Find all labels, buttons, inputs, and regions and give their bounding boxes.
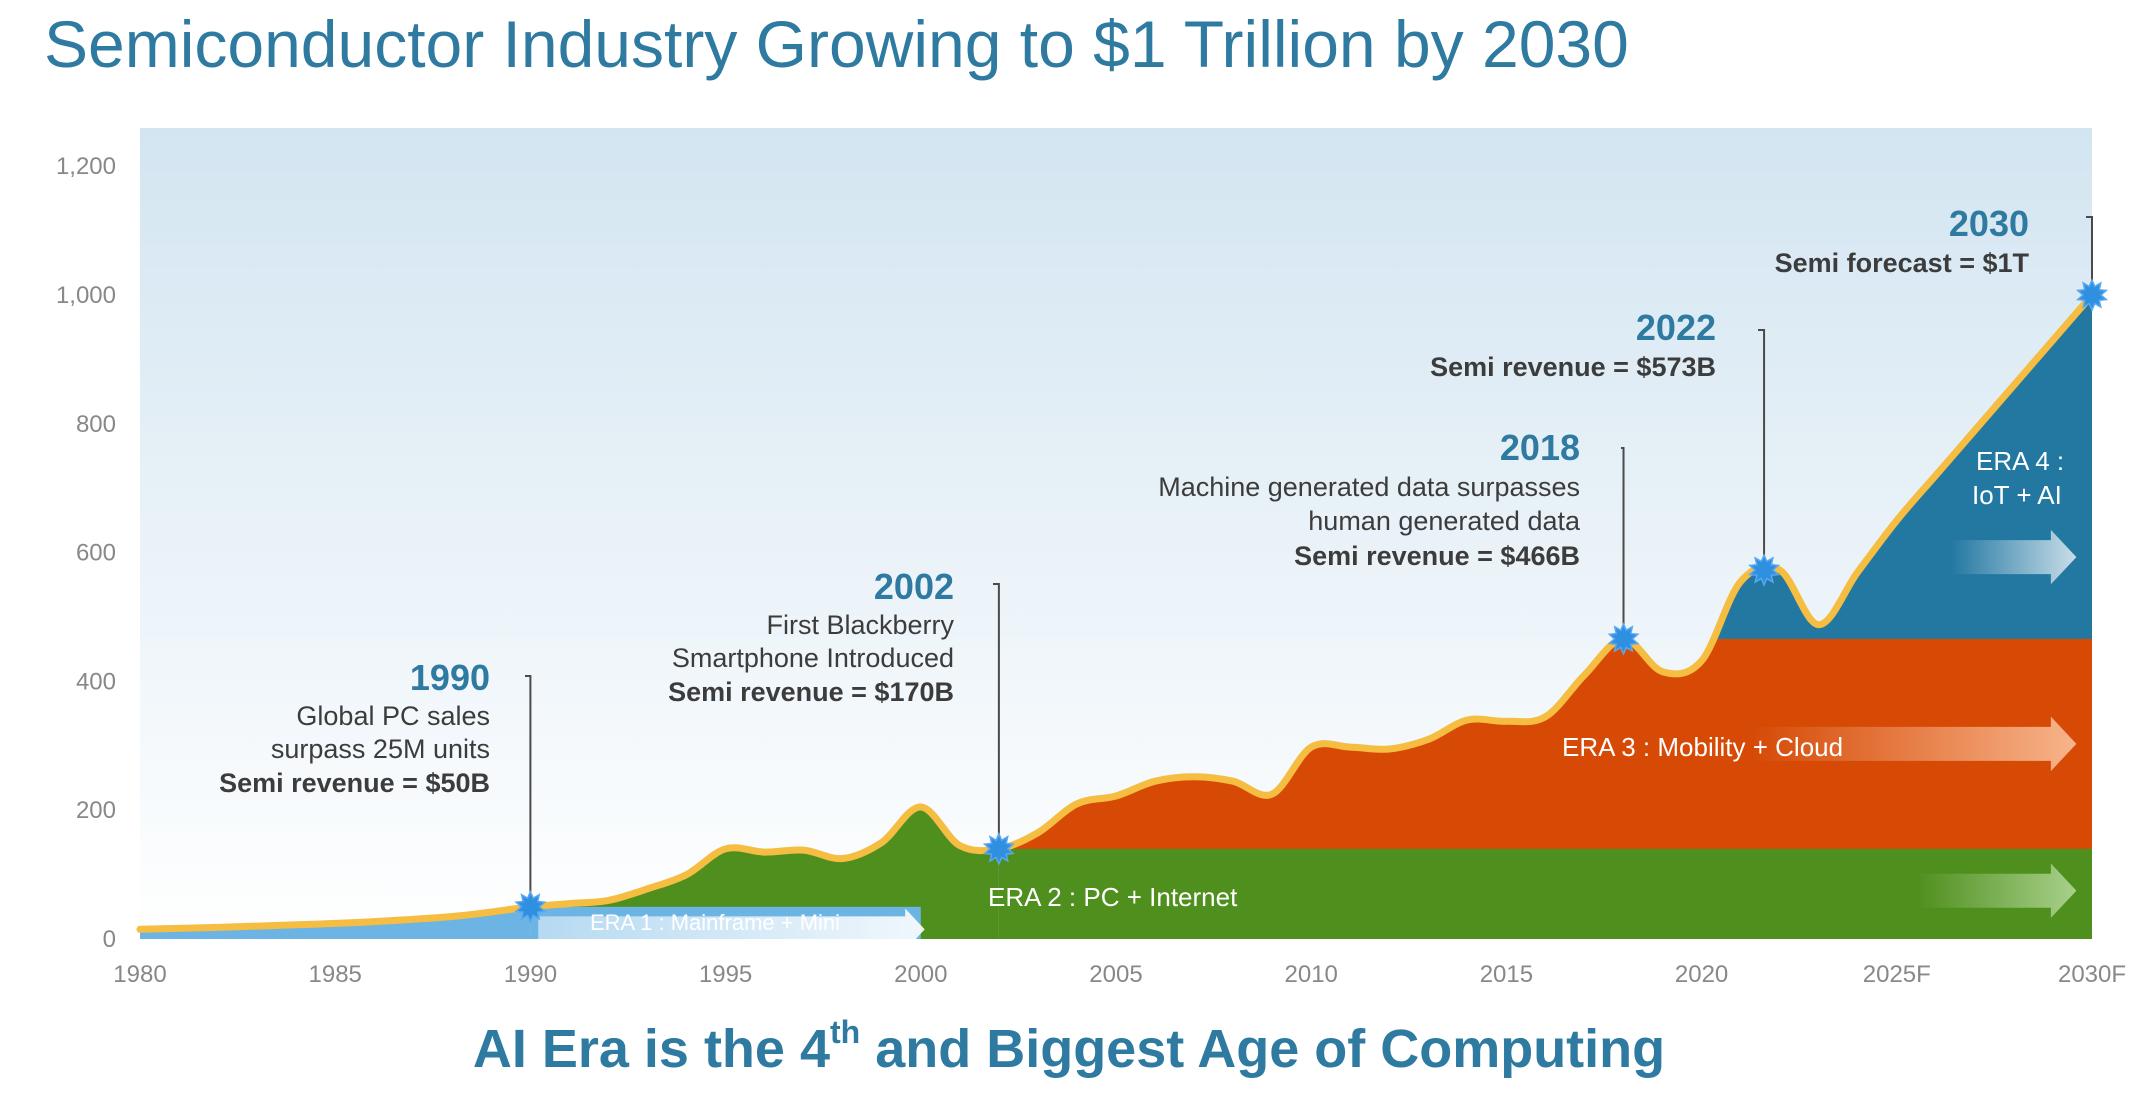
- x-tick-label-1980: 1980: [113, 961, 166, 988]
- milestone-note-2018-0: Machine generated data surpasses: [1158, 472, 1580, 502]
- x-tick-label-1985: 1985: [309, 961, 362, 988]
- milestone-revenue-2018: Semi revenue = $466B: [1294, 541, 1580, 571]
- era1-label: ERA 1 : Mainframe + Mini: [590, 910, 840, 935]
- x-tick-label-2005: 2005: [1089, 961, 1142, 988]
- era2-area-band: [998, 848, 2092, 939]
- milestone-star-2030: [2075, 278, 2109, 312]
- semiconductor-revenue-chart: ERA 1 : Mainframe + Mini ERA 2 : PC + Int…: [56, 128, 2126, 988]
- milestone-note-1990-1: surpass 25M units: [271, 734, 490, 764]
- milestone-revenue-2030: Semi forecast = $1T: [1775, 248, 2030, 278]
- milestone-revenue-2002: Semi revenue = $170B: [668, 677, 954, 707]
- milestone-revenue-2022: Semi revenue = $573B: [1430, 352, 1716, 382]
- milestone-leader-2018: [1621, 447, 1625, 639]
- milestone-note-1990-0: Global PC sales: [296, 701, 490, 731]
- milestone-leader-2002: [993, 583, 1000, 849]
- y-tick-label-200: 200: [76, 797, 116, 824]
- era2-arrow: [1916, 863, 2077, 918]
- x-tick-label-1995: 1995: [699, 961, 752, 988]
- era2-label: ERA 2 : PC + Internet: [988, 882, 1238, 912]
- milestone-year-1990: 1990: [410, 657, 490, 698]
- milestone-year-2030: 2030: [1949, 203, 2029, 244]
- milestone-star-1990: [514, 889, 547, 924]
- milestone-star-2022: [1747, 553, 1781, 587]
- revenue-line: [136, 291, 2096, 933]
- footer-superscript: th: [830, 1014, 861, 1050]
- x-tick-label-2030F: 2030F: [2058, 961, 2126, 988]
- x-tick-label-2015: 2015: [1480, 961, 1533, 988]
- y-tick-label-800: 800: [76, 411, 116, 438]
- footer-text-pre: AI Era is the 4: [472, 1019, 830, 1079]
- milestone-star-2018: [1607, 622, 1640, 656]
- milestone-note-2002-1: Smartphone Introduced: [672, 643, 954, 673]
- x-tick-label-2025F: 2025F: [1863, 961, 1931, 988]
- milestone-note-2018-1: human generated data: [1308, 506, 1581, 536]
- era3-arrow: [1752, 716, 2077, 772]
- milestone-star-2002: [982, 831, 1015, 866]
- milestone-leader-2022: [1758, 329, 1766, 570]
- x-tick-label-2000: 2000: [894, 961, 947, 988]
- milestone-year-2022: 2022: [1636, 307, 1716, 348]
- milestone-note-2002-0: First Blackberry: [766, 610, 954, 640]
- x-tick-label-2010: 2010: [1285, 961, 1338, 988]
- y-tick-label-600: 600: [76, 540, 116, 567]
- era4-label-line1: ERA 4 :: [1976, 446, 2064, 476]
- y-tick-label-1200: 1,200: [56, 153, 116, 180]
- milestone-year-2002: 2002: [874, 566, 954, 607]
- y-tick-label-1000: 1,000: [56, 282, 116, 309]
- y-tick-label-0: 0: [103, 926, 116, 953]
- milestone-revenue-1990: Semi revenue = $50B: [219, 768, 490, 798]
- era3-label: ERA 3 : Mobility + Cloud: [1562, 732, 1843, 762]
- footer-text-post: and Biggest Age of Computing: [860, 1019, 1666, 1079]
- page-title: Semiconductor Industry Growing to $1 Tri…: [44, 7, 1629, 81]
- milestone-leader-2030: [2086, 216, 2093, 295]
- era4-label-line2: IoT + AI: [1972, 480, 2062, 510]
- milestone-leader-1990: [525, 675, 532, 907]
- x-tick-label-2020: 2020: [1675, 961, 1728, 988]
- era1-arrow: [538, 908, 925, 951]
- footer-tagline: AI Era is the 4th and Biggest Age of Com…: [0, 1016, 2138, 1080]
- y-tick-label-400: 400: [76, 668, 116, 695]
- x-tick-label-1990: 1990: [504, 961, 557, 988]
- milestone-year-2018: 2018: [1500, 427, 1580, 468]
- era4-arrow: [1951, 529, 2077, 585]
